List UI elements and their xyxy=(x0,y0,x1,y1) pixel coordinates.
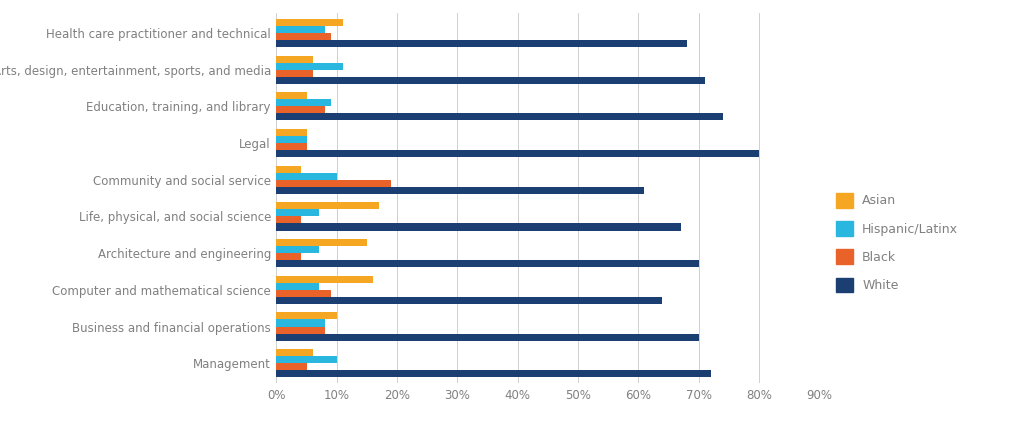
Bar xyxy=(276,239,367,246)
Bar xyxy=(276,253,301,260)
Bar xyxy=(276,370,711,377)
Bar xyxy=(276,349,312,356)
Bar xyxy=(276,210,318,216)
Bar xyxy=(276,246,318,253)
Bar xyxy=(276,216,301,224)
Bar xyxy=(276,92,306,99)
Bar xyxy=(276,63,343,70)
Bar xyxy=(276,260,698,267)
Bar xyxy=(276,320,325,326)
Bar xyxy=(276,283,318,290)
Bar xyxy=(276,19,343,26)
Bar xyxy=(276,202,379,210)
Bar xyxy=(276,26,325,33)
Bar xyxy=(276,180,391,187)
Bar xyxy=(276,187,644,194)
Bar xyxy=(276,166,301,173)
Bar xyxy=(276,55,312,63)
Legend: Asian, Hispanic/Latinx, Black, White: Asian, Hispanic/Latinx, Black, White xyxy=(830,188,964,297)
Bar xyxy=(276,224,681,230)
Bar xyxy=(276,113,723,121)
Bar xyxy=(276,312,337,320)
Bar xyxy=(276,290,331,297)
Bar xyxy=(276,326,325,334)
Bar xyxy=(276,334,698,341)
Bar xyxy=(276,150,759,157)
Bar xyxy=(276,70,312,77)
Bar xyxy=(276,33,331,40)
Bar xyxy=(276,297,663,304)
Bar xyxy=(276,106,325,113)
Bar xyxy=(276,356,337,363)
Bar xyxy=(276,99,331,106)
Bar xyxy=(276,136,306,143)
Bar xyxy=(276,129,306,136)
Bar xyxy=(276,143,306,150)
Bar xyxy=(276,276,373,283)
Bar xyxy=(276,173,337,180)
Bar xyxy=(276,40,686,47)
Bar xyxy=(276,363,306,370)
Bar xyxy=(276,77,705,84)
